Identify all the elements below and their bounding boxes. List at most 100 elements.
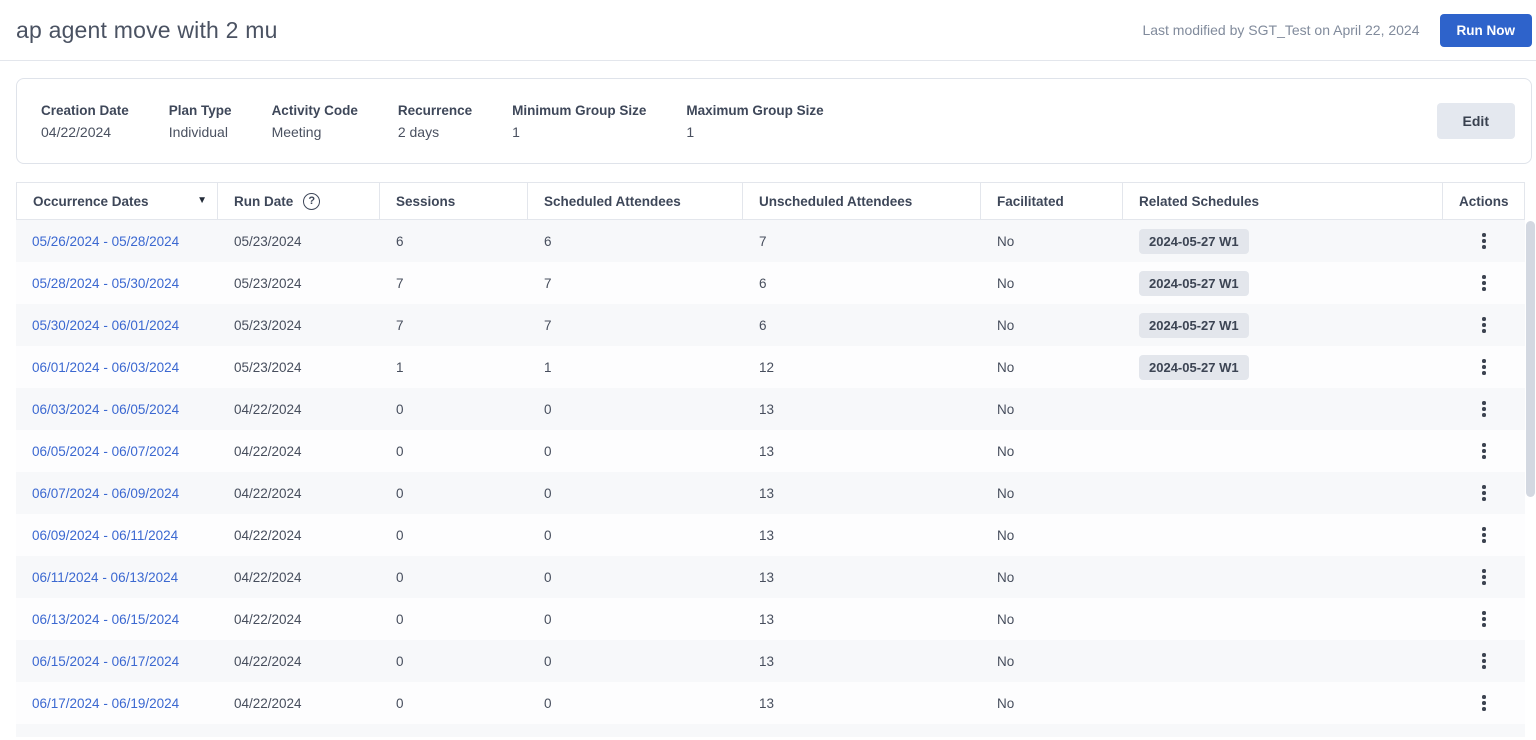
scrollbar-thumb[interactable] — [1526, 221, 1535, 497]
field-value: 1 — [686, 123, 695, 140]
related-schedule-badge[interactable]: 2024-05-27 W1 — [1139, 312, 1249, 338]
run-date-cell: 04/22/2024 — [234, 401, 302, 417]
column-header-occurrence-dates[interactable]: Occurrence Dates ▼ — [16, 183, 218, 219]
related-schedules-cell — [1123, 598, 1443, 640]
run-date-cell: 04/22/2024 — [234, 695, 302, 711]
occurrence-dates-link[interactable]: 06/09/2024 - 06/11/2024 — [32, 527, 179, 543]
facilitated-cell: No — [997, 233, 1015, 249]
row-actions-menu-button[interactable] — [1472, 563, 1496, 591]
unscheduled-attendees-cell: 13 — [759, 569, 775, 585]
sort-desc-icon[interactable]: ▼ — [197, 195, 207, 206]
related-schedule-badge[interactable]: 2024-05-27 W1 — [1139, 354, 1249, 380]
row-actions-menu-button[interactable] — [1472, 521, 1496, 549]
field-value: Meeting — [271, 123, 322, 140]
last-modified-text: Last modified by SGT_Test on April 22, 2… — [1142, 22, 1420, 38]
related-schedules-cell — [1123, 472, 1443, 514]
occurrence-dates-cell: 06/01/2024 - 06/03/2024 — [16, 346, 218, 388]
related-schedules-cell — [1123, 514, 1443, 556]
column-label: Sessions — [396, 193, 456, 209]
unscheduled-attendees-cell: 13 — [759, 653, 775, 669]
column-label: Scheduled Attendees — [544, 193, 681, 209]
facilitated-cell: No — [997, 275, 1015, 291]
occurrence-dates-link[interactable]: 05/26/2024 - 05/28/2024 — [32, 233, 180, 249]
occurrence-dates-link[interactable]: 06/17/2024 - 06/19/2024 — [32, 695, 180, 711]
table-row: 06/05/2024 - 06/07/2024 04/22/2024 0 0 1… — [16, 430, 1525, 472]
scheduled-attendees-cell: 7 — [544, 275, 552, 291]
column-header-related-schedules[interactable]: Related Schedules — [1123, 183, 1443, 219]
occurrence-dates-cell: 05/26/2024 - 05/28/2024 — [16, 220, 218, 262]
row-actions-menu-button[interactable] — [1472, 437, 1496, 465]
related-schedules-cell — [1123, 556, 1443, 598]
related-schedules-cell: 2024-05-27 W1 — [1123, 304, 1443, 346]
row-actions-menu-button[interactable] — [1472, 353, 1496, 381]
run-date-cell: 05/23/2024 — [234, 317, 302, 333]
row-actions-menu-button[interactable] — [1472, 395, 1496, 423]
column-header-sessions[interactable]: Sessions — [380, 183, 528, 219]
field-value: 04/22/2024 — [41, 123, 112, 140]
table-header: Occurrence Dates ▼ Run Date ? Sessions S… — [16, 182, 1525, 220]
unscheduled-attendees-cell: 13 — [759, 695, 775, 711]
table-row: 06/15/2024 - 06/17/2024 04/22/2024 0 0 1… — [16, 640, 1525, 682]
table-row: 05/26/2024 - 05/28/2024 05/23/2024 6 6 7… — [16, 220, 1525, 262]
column-header-unscheduled-attendees[interactable]: Unscheduled Attendees — [743, 183, 981, 219]
page-title: ap agent move with 2 mu — [16, 16, 278, 43]
scheduled-attendees-cell: 0 — [544, 401, 552, 417]
scheduled-attendees-cell: 0 — [544, 443, 552, 459]
actions-cell — [1443, 556, 1525, 598]
occurrence-dates-link[interactable]: 06/11/2024 - 06/13/2024 — [32, 569, 179, 585]
column-header-scheduled-attendees[interactable]: Scheduled Attendees — [528, 183, 743, 219]
edit-button[interactable]: Edit — [1436, 103, 1515, 139]
column-label: Run Date — [234, 193, 294, 209]
facilitated-cell: No — [997, 443, 1015, 459]
vertical-scrollbar[interactable] — [1526, 221, 1535, 740]
facilitated-cell: No — [997, 695, 1015, 711]
related-schedules-cell — [1123, 682, 1443, 724]
occurrence-dates-link[interactable]: 06/07/2024 - 06/09/2024 — [32, 485, 180, 501]
column-label: Related Schedules — [1139, 193, 1260, 209]
row-actions-menu-button[interactable] — [1472, 689, 1496, 717]
row-actions-menu-button[interactable] — [1472, 311, 1496, 339]
related-schedule-badge[interactable]: 2024-05-27 W1 — [1139, 228, 1249, 254]
occurrence-dates-link[interactable]: 05/28/2024 - 05/30/2024 — [32, 275, 180, 291]
column-header-facilitated[interactable]: Facilitated — [981, 183, 1123, 219]
unscheduled-attendees-cell: 6 — [759, 317, 767, 333]
row-actions-menu-button[interactable] — [1472, 269, 1496, 297]
occurrence-dates-link[interactable]: 06/03/2024 - 06/05/2024 — [32, 401, 180, 417]
field-label: Activity Code — [271, 102, 358, 118]
actions-cell — [1443, 430, 1525, 472]
row-actions-menu-button[interactable] — [1472, 647, 1496, 675]
unscheduled-attendees-cell: 13 — [759, 485, 775, 501]
facilitated-cell: No — [997, 317, 1015, 333]
occurrence-dates-link[interactable]: 06/01/2024 - 06/03/2024 — [32, 359, 180, 375]
facilitated-cell: No — [997, 527, 1015, 543]
occurrence-dates-cell: 06/13/2024 - 06/15/2024 — [16, 598, 218, 640]
summary-field-creation-date: Creation Date 04/22/2024 — [41, 103, 129, 140]
related-schedule-badge[interactable]: 2024-05-27 W1 — [1139, 270, 1249, 296]
occurrence-dates-link[interactable]: 06/15/2024 - 06/17/2024 — [32, 653, 180, 669]
row-actions-menu-button[interactable] — [1472, 227, 1496, 255]
scheduled-attendees-cell: 0 — [544, 611, 552, 627]
field-label: Minimum Group Size — [512, 102, 647, 118]
column-header-run-date[interactable]: Run Date ? — [218, 183, 380, 219]
actions-cell — [1443, 220, 1525, 262]
facilitated-cell: No — [997, 653, 1015, 669]
unscheduled-attendees-cell: 13 — [759, 401, 775, 417]
occurrence-dates-cell: 05/30/2024 - 06/01/2024 — [16, 304, 218, 346]
occurrence-dates-link[interactable]: 05/30/2024 - 06/01/2024 — [32, 317, 180, 333]
run-date-cell: 04/22/2024 — [234, 611, 302, 627]
scheduled-attendees-cell: 1 — [544, 359, 552, 375]
unscheduled-attendees-cell: 13 — [759, 443, 775, 459]
run-date-cell: 04/22/2024 — [234, 485, 302, 501]
occurrence-dates-cell: 06/11/2024 - 06/13/2024 — [16, 556, 218, 598]
row-actions-menu-button[interactable] — [1472, 479, 1496, 507]
occurrence-dates-link[interactable]: 06/05/2024 - 06/07/2024 — [32, 443, 180, 459]
run-now-button[interactable]: Run Now — [1439, 13, 1532, 47]
sessions-cell: 7 — [396, 275, 404, 291]
unscheduled-attendees-cell: 7 — [759, 233, 767, 249]
table-row: 06/11/2024 - 06/13/2024 04/22/2024 0 0 1… — [16, 556, 1525, 598]
sessions-cell: 0 — [396, 611, 404, 627]
help-icon[interactable]: ? — [303, 192, 321, 210]
scheduled-attendees-cell: 7 — [544, 317, 552, 333]
occurrence-dates-link[interactable]: 06/13/2024 - 06/15/2024 — [32, 611, 180, 627]
row-actions-menu-button[interactable] — [1472, 605, 1496, 633]
